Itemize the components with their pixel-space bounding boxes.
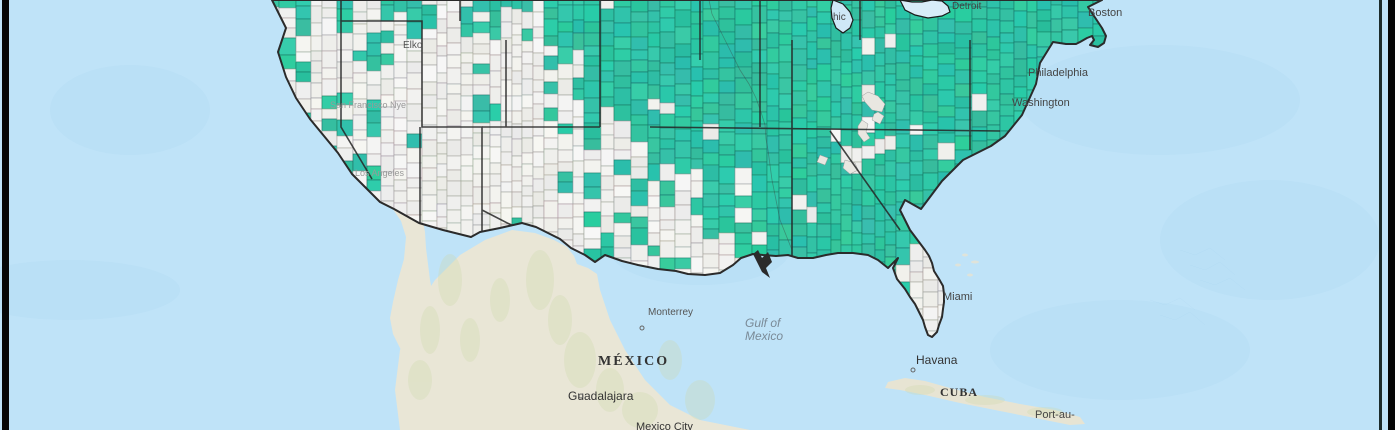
svg-text:hic: hic <box>833 12 846 23</box>
svg-text:MÉXICO: MÉXICO <box>598 352 669 369</box>
svg-text:CUBA: CUBA <box>940 385 978 399</box>
svg-text:Philadelphia: Philadelphia <box>1028 67 1089 79</box>
svg-text:Guadalajara: Guadalajara <box>568 389 634 403</box>
svg-text:Elko: Elko <box>403 40 423 51</box>
svg-text:Mexico: Mexico <box>745 329 783 343</box>
svg-text:San Francisco: San Francisco <box>330 100 388 110</box>
svg-text:Los Angeles: Los Angeles <box>355 168 405 178</box>
svg-text:Boston: Boston <box>1088 7 1122 19</box>
svg-text:Washington: Washington <box>1012 97 1070 109</box>
svg-text:Nye: Nye <box>390 100 406 110</box>
svg-text:Mexico City: Mexico City <box>636 421 693 430</box>
svg-text:Gulf of: Gulf of <box>745 316 782 330</box>
svg-text:Detroit: Detroit <box>952 1 982 12</box>
svg-text:Miami: Miami <box>943 291 972 303</box>
svg-text:Monterrey: Monterrey <box>648 307 693 318</box>
svg-text:Havana: Havana <box>916 353 958 367</box>
svg-text:Port-au-: Port-au- <box>1035 409 1075 421</box>
